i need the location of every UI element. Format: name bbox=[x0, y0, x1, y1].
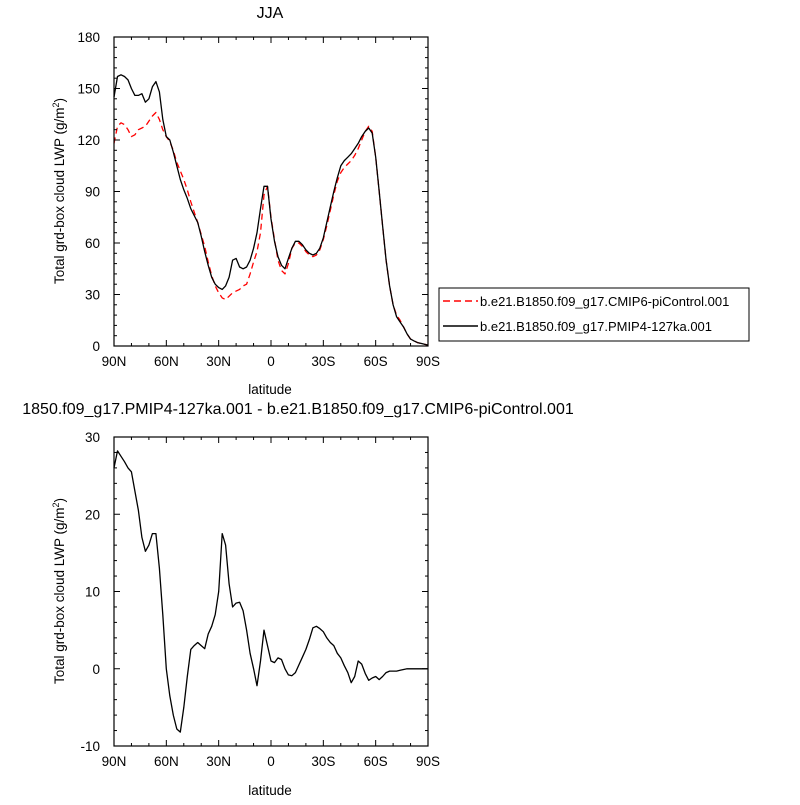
top-series-line-0 bbox=[113, 111, 429, 346]
top-series-group bbox=[113, 74, 429, 346]
bottom-y-tick-label: 0 bbox=[92, 662, 100, 677]
top-y-tick-label: 120 bbox=[77, 133, 100, 148]
bottom-y-axis-label-main: Total grd-box cloud LWP (g/m bbox=[52, 507, 67, 684]
top-x-tick-label: 30N bbox=[206, 354, 231, 369]
bottom-y-tick-label: 20 bbox=[85, 507, 100, 522]
top-y-axis-label: Total grd-box cloud LWP (g/m2) bbox=[51, 98, 67, 284]
bottom-x-tick-label: 0 bbox=[267, 754, 275, 769]
top-y-tick-label: 90 bbox=[85, 185, 100, 200]
top-chart-title: JJA bbox=[257, 5, 284, 22]
top-y-axis-label-main: Total grd-box cloud LWP (g/m bbox=[52, 107, 67, 284]
bottom-y-axis-label: Total grd-box cloud LWP (g/m2) bbox=[51, 498, 67, 684]
top-panel: JJA 90N 60N 30N 0 30S 60S 90S0306090120150180 … bbox=[51, 5, 750, 397]
top-y-tick-label: 0 bbox=[92, 339, 100, 354]
bottom-series-line-0 bbox=[113, 450, 428, 733]
top-x-tick-label: 60S bbox=[364, 354, 388, 369]
top-plot-frame bbox=[113, 36, 429, 347]
top-x-tick-label: 30S bbox=[311, 354, 335, 369]
legend-label-pmip4: b.e21.B1850.f09_g17.PMIP4-127ka.001 bbox=[480, 319, 712, 334]
legend-box bbox=[438, 287, 750, 342]
bottom-y-axis-label-tail: ) bbox=[52, 498, 67, 503]
bottom-x-tick-label: 90S bbox=[416, 754, 440, 769]
bottom-series-group bbox=[113, 450, 428, 733]
bottom-y-tick-label: 10 bbox=[85, 585, 100, 600]
bottom-x-tick-label: 90N bbox=[102, 754, 127, 769]
bottom-x-tick-label: 60S bbox=[364, 754, 388, 769]
bottom-axes: 90N 60N 30N 0 30S 60S 90S -10 0 10 20 30 bbox=[80, 430, 440, 769]
legend-label-picontrol: b.e21.B1850.f09_g17.CMIP6-piControl.001 bbox=[480, 294, 729, 309]
legend: b.e21.B1850.f09_g17.CMIP6-piControl.001 … bbox=[438, 287, 750, 342]
top-x-tick-label: 90N bbox=[102, 354, 127, 369]
bottom-chart-title: 1850.f09_g17.PMIP4-127ka.001 - b.e21.B18… bbox=[22, 401, 574, 418]
bottom-x-tick-label: 30N bbox=[206, 754, 231, 769]
bottom-x-axis-label: latitude bbox=[248, 783, 292, 798]
top-y-tick-label: 180 bbox=[77, 30, 100, 45]
top-y-tick-label: 30 bbox=[85, 288, 100, 303]
bottom-y-axis-label-sup: 2 bbox=[51, 502, 61, 507]
top-x-tick-label: 60N bbox=[154, 354, 179, 369]
top-y-axis-label-sup: 2 bbox=[51, 102, 61, 107]
top-axes: 90N 60N 30N 0 30S 60S 90S 0 30 60 90 120 150 180 bbox=[77, 30, 440, 369]
top-x-tick-label: 90S bbox=[416, 354, 440, 369]
top-y-tick-label: 150 bbox=[77, 82, 100, 97]
top-x-tick-label: 0 bbox=[267, 354, 275, 369]
bottom-x-tick-label: 60N bbox=[154, 754, 179, 769]
bottom-y-tick-label: 30 bbox=[85, 430, 100, 445]
bottom-x-tick-label: 30S bbox=[311, 754, 335, 769]
top-x-axis-label: latitude bbox=[248, 382, 292, 397]
top-series-line-1 bbox=[113, 74, 429, 346]
bottom-panel: 1850.f09_g17.PMIP4-127ka.001 - b.e21.B18… bbox=[22, 401, 574, 798]
top-y-axis-label-tail: ) bbox=[52, 98, 67, 103]
bottom-y-tick-label: -10 bbox=[80, 739, 100, 754]
top-y-tick-label: 60 bbox=[85, 236, 100, 251]
